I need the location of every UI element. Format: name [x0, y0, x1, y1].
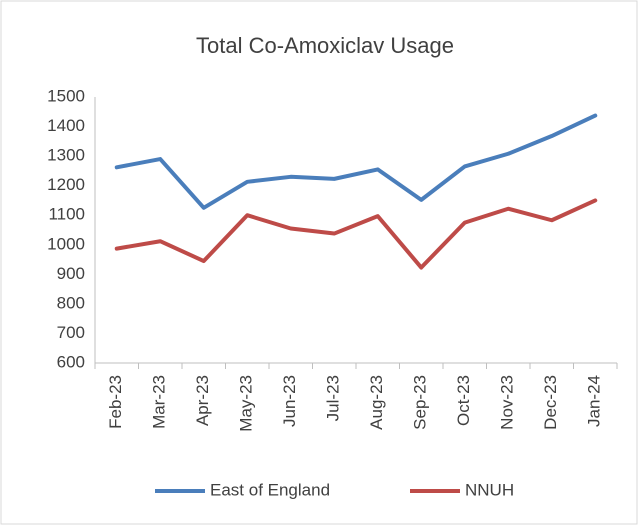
- y-tick-label: 1300: [47, 146, 85, 165]
- x-tick-label: May-23: [237, 375, 256, 432]
- x-tick-label: Jan-24: [585, 375, 604, 427]
- x-tick-label: Mar-23: [150, 375, 169, 429]
- chart-title: Total Co-Amoxiclav Usage: [196, 33, 454, 58]
- y-tick-label: 1000: [47, 234, 85, 253]
- x-tick-label: Oct-23: [454, 375, 473, 426]
- x-tick-label: Jul-23: [324, 375, 343, 421]
- y-tick-label: 1400: [47, 116, 85, 135]
- series-line: [114, 198, 598, 270]
- x-tick-label: Feb-23: [106, 375, 125, 429]
- legend-label: East of England: [210, 480, 330, 499]
- y-tick-label: 900: [57, 264, 85, 283]
- series-line: [114, 113, 598, 210]
- y-tick-label: 700: [57, 323, 85, 342]
- y-tick-label: 800: [57, 293, 85, 312]
- y-tick-label: 600: [57, 352, 85, 371]
- x-tick-label: Apr-23: [193, 375, 212, 426]
- x-tick-label: Aug-23: [367, 375, 386, 430]
- legend-label: NNUH: [465, 480, 514, 499]
- y-tick-label: 1500: [47, 86, 85, 105]
- y-tick-label: 1200: [47, 175, 85, 194]
- x-tick-label: Sep-23: [411, 375, 430, 430]
- x-tick-label: Jun-23: [280, 375, 299, 427]
- y-tick-label: 1100: [48, 205, 85, 224]
- x-tick-label: Nov-23: [498, 375, 517, 430]
- x-tick-label: Dec-23: [541, 375, 560, 430]
